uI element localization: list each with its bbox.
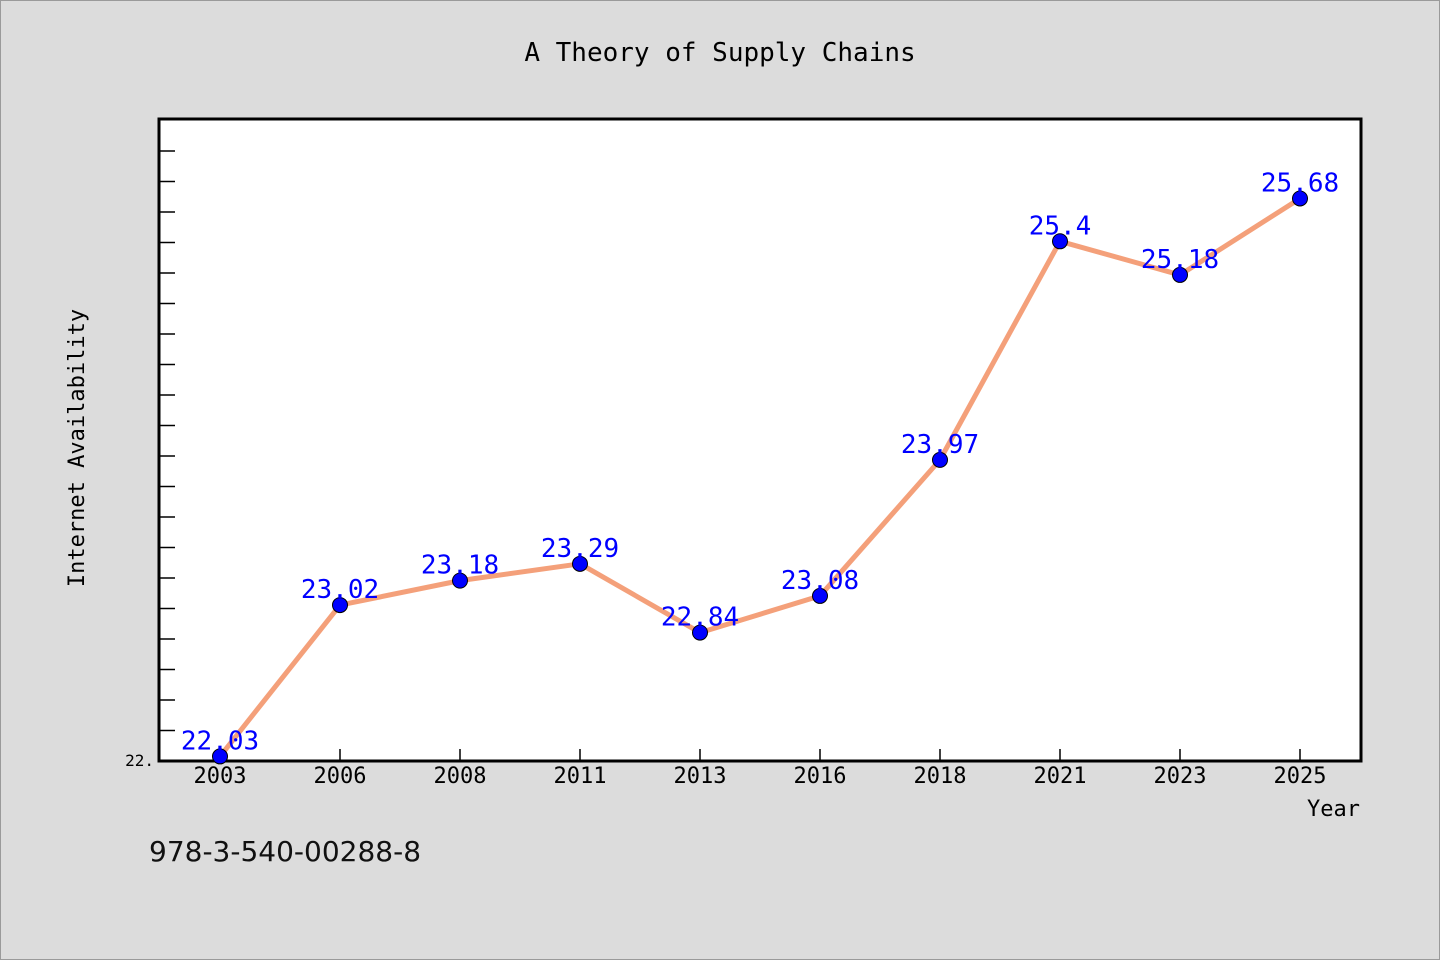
data-labels: 22.03 23.02 23.18 23.29 22.84 23.08 23.97 25.4 2… (181, 168, 1339, 756)
x-axis-tick-labels: 2003 2006 2008 2011 2013 2016 2018 2021 2023 2025 (194, 764, 1327, 789)
data-label: 22.84 (661, 603, 739, 633)
data-label: 25.4 (1029, 211, 1092, 241)
data-point (1292, 190, 1308, 207)
x-tick-label: 2023 (1154, 764, 1207, 789)
data-point (932, 451, 948, 468)
x-axis-label: Year (1307, 797, 1360, 822)
isbn-text: 978-3-540-00288-8 (149, 835, 422, 868)
data-point (812, 587, 828, 604)
chart-title: A Theory of Supply Chains (524, 38, 915, 68)
data-label: 23.02 (301, 575, 379, 605)
data-point (452, 572, 468, 589)
data-point (1052, 233, 1068, 250)
y-axis-ticks (159, 150, 175, 732)
data-label: 23.29 (541, 534, 619, 564)
y-axis-label: Internet Availability (65, 309, 90, 587)
data-label: 23.08 (781, 566, 859, 596)
data-point (692, 624, 708, 641)
x-tick-label: 2008 (434, 764, 487, 789)
x-tick-label: 2025 (1274, 764, 1327, 789)
data-markers (212, 190, 1308, 765)
data-label: 23.97 (901, 430, 979, 460)
x-tick-label: 2006 (314, 764, 367, 789)
x-tick-label: 2011 (554, 764, 607, 789)
x-tick-label: 2013 (674, 764, 727, 789)
x-tick-label: 2021 (1034, 764, 1087, 789)
data-label: 22.03 (181, 726, 259, 756)
data-point (572, 555, 588, 572)
x-tick-label: 2018 (914, 764, 967, 789)
plot-area (157, 117, 1363, 763)
data-point (332, 597, 348, 614)
data-point (212, 748, 228, 765)
data-label: 25.18 (1141, 245, 1219, 275)
x-tick-label: 2003 (194, 764, 247, 789)
x-tick-label: 2016 (794, 764, 847, 789)
data-label: 25.68 (1261, 168, 1339, 198)
data-label: 23.18 (421, 551, 499, 581)
series-line (217, 195, 1303, 759)
data-point (1172, 266, 1188, 283)
y-tick-label: 22. (125, 751, 154, 770)
